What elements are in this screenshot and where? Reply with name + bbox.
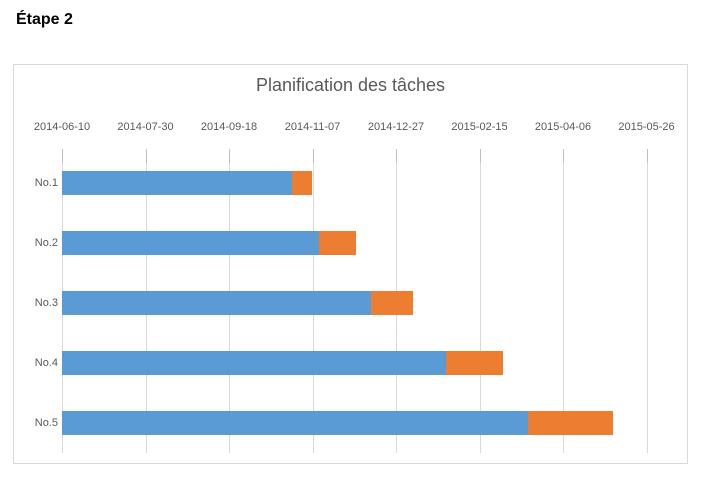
gridline xyxy=(479,149,481,453)
axis-tick xyxy=(563,149,564,163)
bar-No.1-series2-orange xyxy=(292,171,313,195)
category-label: No.1 xyxy=(34,177,58,189)
bar-No.2-series1-blue xyxy=(62,231,320,255)
x-axis-label: 2014-07-30 xyxy=(117,121,174,133)
x-axis-label: 2015-04-06 xyxy=(534,121,592,133)
x-axis-label: 2014-09-18 xyxy=(200,121,258,133)
gantt-chart[interactable]: Planification des tâches 2014-06-10 2014-… xyxy=(13,64,688,464)
axis-tick xyxy=(312,149,314,163)
category-label: No.3 xyxy=(34,297,58,309)
bar-No.2-series2-orange xyxy=(319,231,356,255)
sheet-heading: Étape 2 xyxy=(16,11,73,28)
bar-No.4-series1-blue xyxy=(62,351,447,375)
gridline xyxy=(646,149,648,453)
gridline xyxy=(563,149,564,453)
x-axis-label: 2014-12-27 xyxy=(367,121,425,133)
category-label: No.5 xyxy=(34,417,58,429)
x-axis-label: 2014-06-10 xyxy=(33,121,91,133)
axis-tick xyxy=(646,149,648,163)
x-axis-label: 2014-11-07 xyxy=(284,121,341,133)
bar-No.3-series1-blue xyxy=(62,291,371,315)
x-axis-label: 2015-05-26 xyxy=(618,121,675,133)
bar-No.1-series1-blue xyxy=(62,171,293,195)
chart-title: Planification des tâches xyxy=(255,75,446,95)
axis-tick xyxy=(62,149,63,163)
axis-tick xyxy=(229,149,230,163)
axis-tick xyxy=(396,149,397,163)
axis-tick xyxy=(145,149,147,163)
bar-No.5-series2-orange xyxy=(527,411,614,435)
bar-No.5-series1-blue xyxy=(62,411,528,435)
x-axis-label: 2015-02-15 xyxy=(451,121,508,133)
bar-No.3-series2-orange xyxy=(370,291,413,315)
axis-tick xyxy=(479,149,481,163)
category-label: No.2 xyxy=(34,237,58,249)
bar-No.4-series2-orange xyxy=(446,351,503,375)
category-label: No.4 xyxy=(34,357,58,369)
